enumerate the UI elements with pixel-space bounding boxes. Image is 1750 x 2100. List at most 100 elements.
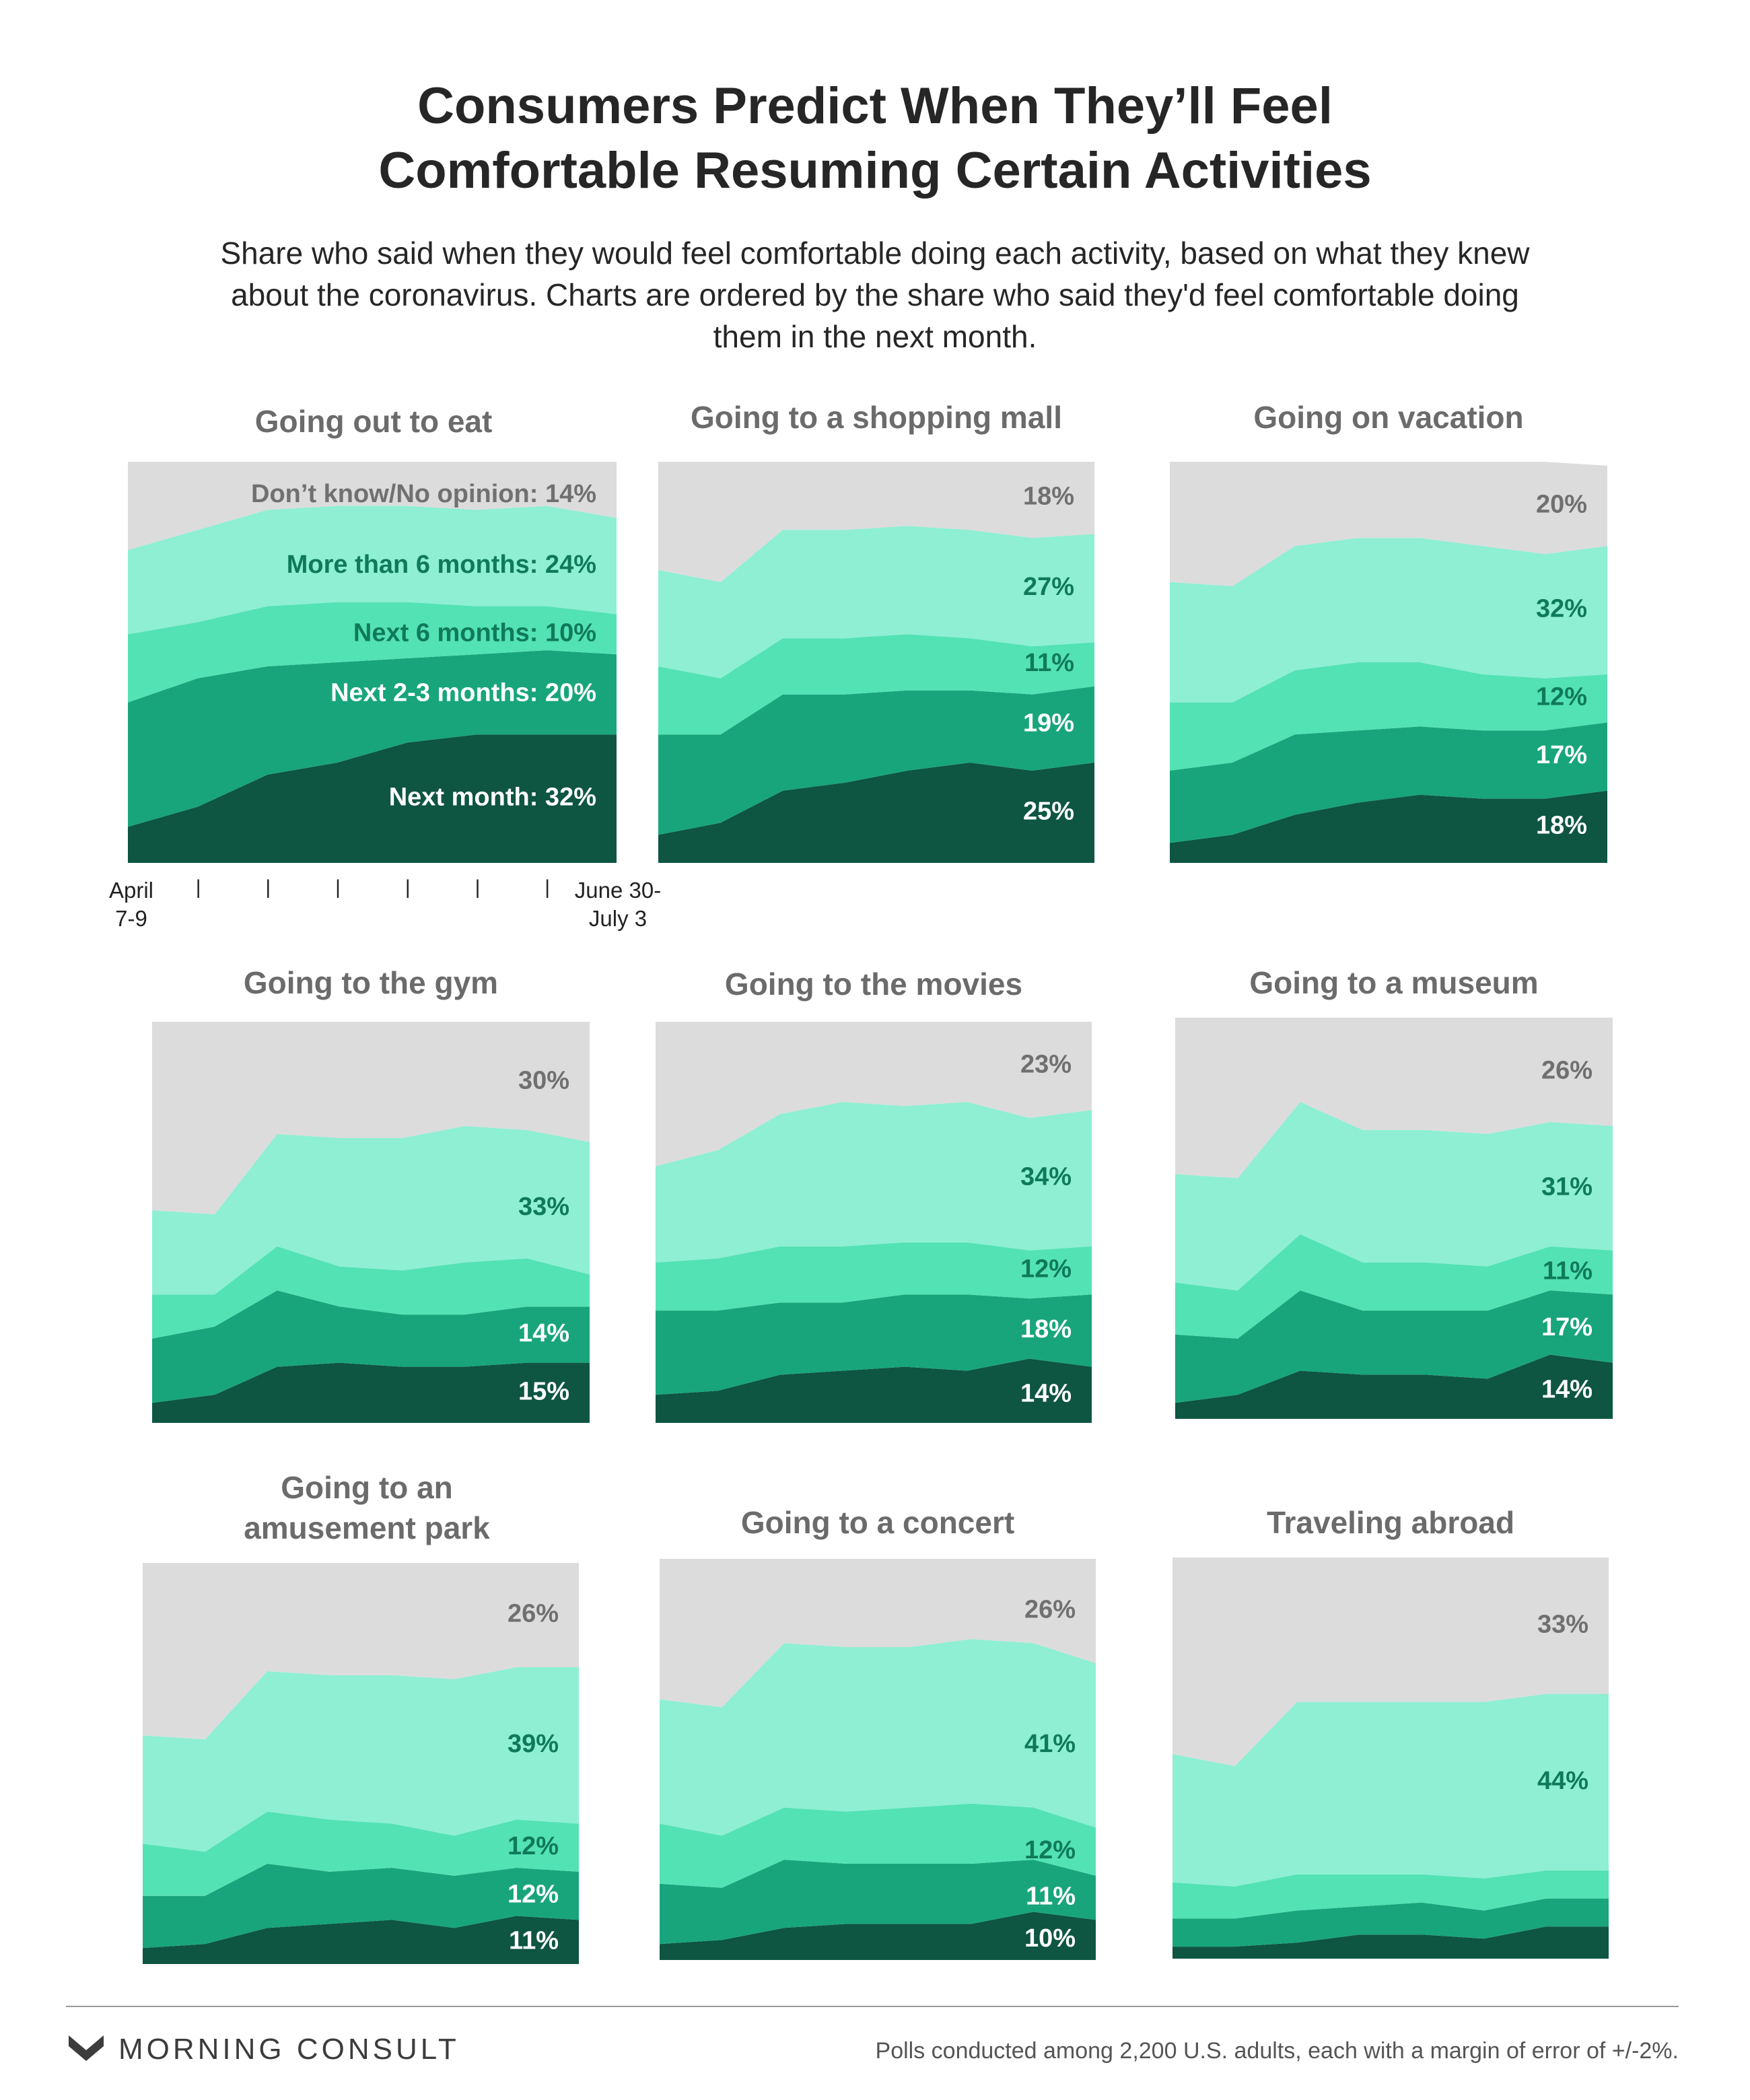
source-footnote: Polls conducted among 2,200 U.S. adults,… [875, 2038, 1679, 2064]
end-label-vacation-next-month: 18% [1536, 811, 1587, 839]
area-gym-next-6-months [152, 1246, 590, 1339]
panel-title-amusement-park: Going to an amusement park [244, 1470, 490, 1545]
end-label-shopping-mall-next-6-months: 11% [1024, 649, 1074, 677]
end-label-shopping-mall-next-month: 25% [1023, 798, 1074, 826]
end-label-going-out-to-eat-next-month: Next month: 32% [389, 783, 596, 812]
area-museum-next-month [1175, 1354, 1613, 1419]
area-traveling-abroad-next-6-months [1172, 1870, 1609, 1919]
x-axis-tick: | [335, 876, 341, 899]
end-label-traveling-abroad-more-than-6-months: 44% [1537, 1767, 1588, 1795]
chart-vacation: 18% 17% 12% 32% 20% [1170, 462, 1607, 863]
panel-title-traveling-abroad: Traveling abroad [1266, 1505, 1515, 1540]
panel-title-shopping-mall: Going to a shopping mall [691, 400, 1062, 435]
area-vacation-more-than-6-months [1170, 538, 1607, 703]
area-going-out-to-eat-more-than-6-months [128, 505, 617, 635]
area-gym-more-than-6-months [152, 1126, 590, 1295]
end-label-shopping-mall-dont-know: 18% [1023, 483, 1074, 511]
area-going-out-to-eat-next-month [128, 734, 617, 863]
end-label-going-out-to-eat-next-6-months: Next 6 months: 10% [353, 619, 596, 647]
title-line-1: Consumers Predict When They’ll Feel [417, 77, 1333, 135]
area-movies-more-than-6-months [656, 1102, 1092, 1263]
end-label-concert-more-than-6-months: 41% [1024, 1730, 1076, 1758]
chart-gym: 15% 14% 33% 30% [152, 1022, 590, 1423]
chart-shopping-mall: 25% 19% 11% 27% 18% [658, 462, 1094, 863]
panel-title-going-out-to-eat: Going out to eat [254, 404, 493, 439]
x-axis-tick: | [545, 876, 551, 899]
end-label-gym-dont-know: 30% [518, 1066, 569, 1094]
area-gym-next-2-3-months [152, 1290, 590, 1403]
area-amusement-park-next-2-3-months [143, 1864, 579, 1949]
x-axis-tick: | [475, 876, 481, 899]
area-traveling-abroad-next-month [1172, 1926, 1609, 1959]
area-amusement-park-next-6-months [143, 1811, 579, 1896]
area-museum-next-6-months [1175, 1234, 1613, 1339]
area-movies-next-month [656, 1358, 1092, 1423]
end-label-movies-next-2-3-months: 18% [1020, 1315, 1072, 1343]
panel-title-vacation: Going on vacation [1253, 400, 1524, 435]
end-label-museum-next-6-months: 11% [1543, 1257, 1593, 1285]
end-label-movies-dont-know: 23% [1020, 1051, 1072, 1079]
area-concert-dont-know [660, 1559, 1096, 1708]
chart-amusement-park: 11% 12% 12% 39% 26% [143, 1563, 579, 1964]
chart-concert: 10% 11% 12% 41% 26% [660, 1559, 1096, 1960]
area-shopping-mall-next-6-months [658, 634, 1094, 735]
footer-divider [66, 2006, 1679, 2007]
end-label-concert-dont-know: 26% [1024, 1596, 1076, 1624]
area-shopping-mall-more-than-6-months [658, 526, 1094, 678]
area-traveling-abroad-dont-know [1172, 1558, 1609, 1766]
end-label-concert-next-6-months: 12% [1024, 1836, 1076, 1864]
area-vacation-next-6-months [1170, 662, 1607, 771]
area-traveling-abroad-next-2-3-months [1172, 1898, 1609, 1947]
area-gym-next-month [152, 1362, 590, 1423]
area-museum-next-2-3-months [1175, 1290, 1613, 1403]
area-concert-next-2-3-months [660, 1860, 1096, 1945]
end-label-amusement-park-next-6-months: 12% [508, 1832, 559, 1860]
end-label-amusement-park-dont-know: 26% [508, 1600, 559, 1628]
end-label-concert-next-2-3-months: 11% [1026, 1883, 1076, 1911]
end-label-amusement-park-next-month: 11% [509, 1926, 559, 1955]
area-concert-next-6-months [660, 1803, 1096, 1888]
area-amusement-park-more-than-6-months [143, 1667, 579, 1852]
x-axis-tick: | [265, 876, 271, 899]
morning-consult-logo-icon [69, 2035, 104, 2061]
end-label-concert-next-month: 10% [1024, 1924, 1076, 1953]
area-vacation-next-month [1170, 790, 1607, 863]
panel-title-movies: Going to the movies [724, 967, 1023, 1002]
area-amusement-park-next-month [143, 1916, 579, 1964]
end-label-traveling-abroad-dont-know: 33% [1537, 1610, 1588, 1638]
area-movies-dont-know [656, 1022, 1092, 1166]
end-label-museum-next-month: 14% [1541, 1375, 1593, 1403]
x-axis-start-label: April 7-9 [108, 878, 154, 931]
end-label-museum-dont-know: 26% [1541, 1056, 1593, 1084]
chart-museum: 14% 17% 11% 31% 26% [1175, 1018, 1613, 1419]
end-label-shopping-mall-more-than-6-months: 27% [1023, 573, 1074, 601]
chart-traveling-abroad: 44% 33% [1172, 1558, 1609, 1959]
end-label-going-out-to-eat-next-2-3-months: Next 2-3 months: 20% [330, 679, 596, 707]
end-label-museum-next-2-3-months: 17% [1541, 1313, 1593, 1341]
brand-wordmark: MORNING CONSULT [118, 2033, 460, 2066]
area-concert-next-month [660, 1912, 1096, 1960]
area-going-out-to-eat-next-2-3-months [128, 650, 617, 827]
area-going-out-to-eat-dont-know [128, 462, 617, 551]
chart-movies: 14% 18% 12% 34% 23% [656, 1022, 1092, 1423]
panel-title-gym: Going to the gym [243, 965, 499, 1000]
area-gym-dont-know [152, 1022, 590, 1215]
area-museum-dont-know [1175, 1018, 1613, 1179]
title-line-2: Comfortable Resuming Certain Activities [378, 142, 1372, 199]
end-label-movies-next-month: 14% [1020, 1379, 1072, 1407]
chart-going-out-to-eat: Next month: 32% Next 2-3 months: 20% Next … [128, 462, 617, 863]
x-axis-end-label: June 30- July 3 [574, 878, 662, 931]
area-vacation-dont-know [1170, 462, 1607, 586]
area-amusement-park-dont-know [143, 1563, 579, 1740]
end-label-museum-more-than-6-months: 31% [1541, 1172, 1593, 1201]
end-label-amusement-park-next-2-3-months: 12% [508, 1881, 559, 1909]
end-label-gym-more-than-6-months: 33% [518, 1193, 569, 1221]
end-label-going-out-to-eat-dont-know: Don’t know/No opinion: 14% [251, 480, 596, 508]
area-shopping-mall-next-2-3-months [658, 686, 1094, 835]
end-label-movies-more-than-6-months: 34% [1020, 1162, 1072, 1191]
end-label-movies-next-6-months: 12% [1020, 1255, 1072, 1284]
end-label-vacation-more-than-6-months: 32% [1536, 595, 1587, 623]
end-label-amusement-park-more-than-6-months: 39% [508, 1730, 559, 1758]
end-label-vacation-dont-know: 20% [1536, 491, 1587, 519]
area-movies-next-6-months [656, 1242, 1092, 1311]
